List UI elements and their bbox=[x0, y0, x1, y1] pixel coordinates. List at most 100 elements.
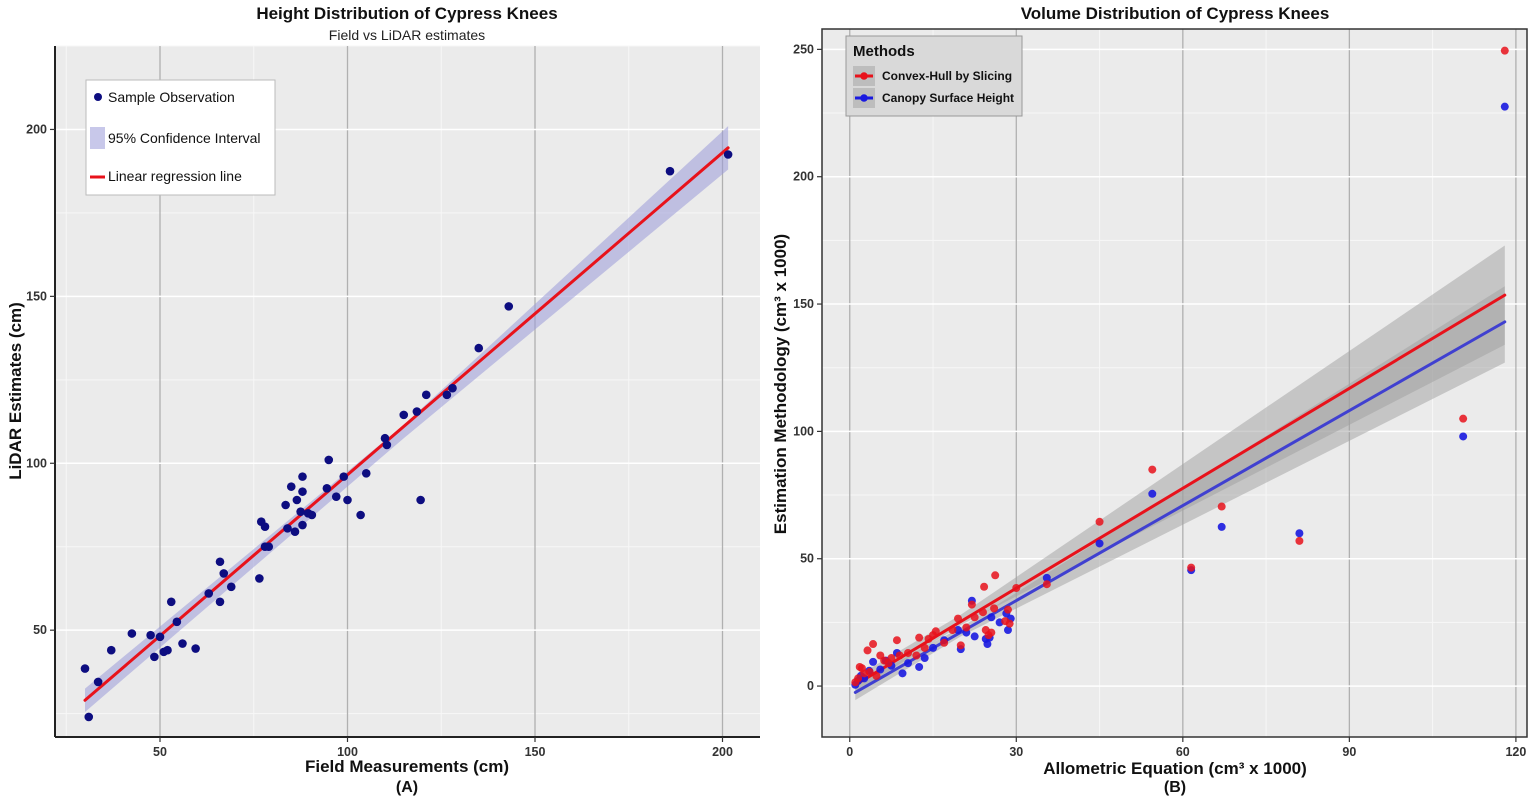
panel-b-x-axis-title: Allometric Equation (cm³ x 1000) bbox=[1043, 759, 1307, 778]
panel-a-confidence-band-layer bbox=[85, 126, 729, 712]
data-point-convex-hull bbox=[892, 636, 901, 645]
data-point-sample-observation bbox=[80, 664, 90, 673]
data-point-sample-observation bbox=[416, 495, 425, 505]
y-tick-label: 0 bbox=[807, 679, 814, 693]
data-point-canopy bbox=[1148, 489, 1157, 498]
regression-line bbox=[83, 146, 730, 702]
panel-a-grid bbox=[55, 45, 760, 737]
data-point-sample-observation bbox=[380, 433, 390, 443]
data-point-sample-observation bbox=[298, 520, 307, 530]
data-point-convex-hull bbox=[904, 648, 913, 657]
panel-b-tag: (B) bbox=[1164, 779, 1186, 796]
data-point-sample-observation bbox=[281, 500, 290, 510]
data-point-sample-observation bbox=[155, 632, 165, 642]
data-point-convex-hull bbox=[931, 627, 940, 636]
data-point-canopy bbox=[920, 654, 929, 663]
x-tick-label: 150 bbox=[525, 745, 546, 759]
panel-b-points-layer bbox=[851, 46, 1509, 689]
data-point-canopy bbox=[1459, 432, 1468, 441]
data-point-sample-observation bbox=[215, 557, 225, 567]
panel-a-points-layer bbox=[80, 150, 733, 722]
data-point-sample-observation bbox=[290, 527, 300, 537]
data-point-convex-hull bbox=[1217, 502, 1226, 511]
data-point-sample-observation bbox=[163, 645, 172, 655]
x-tick-label: 50 bbox=[153, 745, 167, 759]
data-point-convex-hull bbox=[895, 651, 904, 660]
data-point-sample-observation bbox=[93, 677, 103, 687]
data-point-sample-observation bbox=[286, 482, 296, 491]
data-point-convex-hull bbox=[967, 600, 976, 609]
confidence-band-1 bbox=[855, 286, 1505, 701]
data-point-canopy bbox=[1295, 529, 1304, 538]
data-point-sample-observation bbox=[448, 383, 457, 393]
data-point-convex-hull bbox=[863, 646, 872, 655]
data-point-convex-hull bbox=[954, 614, 963, 623]
data-point-convex-hull bbox=[1500, 46, 1509, 55]
data-point-convex-hull bbox=[980, 582, 989, 591]
x-tick-label: 60 bbox=[1176, 745, 1190, 759]
data-point-convex-hull bbox=[865, 668, 874, 677]
data-point-sample-observation bbox=[283, 524, 292, 533]
data-point-canopy bbox=[1500, 102, 1509, 111]
data-point-sample-observation bbox=[339, 472, 349, 481]
data-point-sample-observation bbox=[324, 455, 334, 465]
data-point-sample-observation bbox=[356, 510, 365, 520]
data-point-convex-hull bbox=[970, 613, 979, 622]
y-tick-label: 100 bbox=[793, 424, 814, 438]
data-point-sample-observation bbox=[178, 639, 187, 648]
data-point-sample-observation bbox=[255, 574, 264, 583]
panel-b-volume-chart: Volume Distribution of Cypress Knees 0 30… bbox=[771, 4, 1528, 796]
panel-a-height-chart: Height Distribution of Cypress Knees Fie… bbox=[6, 4, 760, 796]
data-point-convex-hull bbox=[1095, 517, 1104, 526]
data-point-sample-observation bbox=[298, 487, 307, 496]
panel-a-title: Height Distribution of Cypress Knees bbox=[256, 4, 557, 23]
confidence-band-0 bbox=[855, 245, 1505, 693]
data-point-canopy bbox=[876, 665, 885, 674]
data-point-convex-hull bbox=[962, 623, 971, 632]
legend-band-key bbox=[90, 127, 105, 149]
data-point-convex-hull bbox=[1187, 563, 1196, 572]
panel-a-legend-box bbox=[85, 79, 276, 196]
data-point-convex-hull bbox=[915, 633, 924, 642]
data-point-sample-observation bbox=[84, 712, 94, 722]
data-point-sample-observation bbox=[361, 468, 371, 478]
data-point-sample-observation bbox=[204, 589, 214, 598]
data-point-canopy bbox=[898, 669, 907, 678]
data-point-sample-observation bbox=[146, 630, 155, 640]
data-point-convex-hull bbox=[1295, 536, 1304, 545]
data-point-canopy bbox=[1095, 539, 1104, 548]
data-point-sample-observation bbox=[260, 522, 270, 531]
data-point-convex-hull bbox=[991, 571, 1000, 580]
legend-regression-line: Linear regression line bbox=[108, 168, 242, 184]
data-point-canopy bbox=[1042, 573, 1051, 582]
data-point-convex-hull bbox=[1042, 580, 1051, 589]
y-tick-label: 200 bbox=[793, 170, 814, 184]
data-point-sample-observation bbox=[723, 150, 733, 159]
data-point-sample-observation bbox=[264, 542, 274, 552]
data-point-canopy bbox=[1003, 626, 1012, 635]
legend-canopy-surface-height: Canopy Surface Height bbox=[882, 91, 1014, 105]
data-point-sample-observation bbox=[219, 569, 229, 578]
x-tick-label: 200 bbox=[712, 745, 733, 759]
panel-b-legend: Methods Convex-Hull by Slicing Canopy Su… bbox=[845, 35, 1023, 117]
panel-a-y-axis-title: LiDAR Estimates (cm) bbox=[6, 302, 25, 480]
data-point-convex-hull bbox=[940, 638, 949, 647]
y-tick-label: 150 bbox=[793, 297, 814, 311]
y-tick-label: 50 bbox=[33, 623, 47, 637]
x-tick-label: 0 bbox=[846, 745, 853, 759]
panel-b-frame bbox=[821, 28, 1528, 738]
legend-convex-point-key bbox=[860, 72, 868, 80]
data-point-sample-observation bbox=[474, 343, 484, 353]
data-point-sample-observation bbox=[292, 495, 302, 505]
data-point-sample-observation bbox=[166, 597, 176, 607]
data-point-sample-observation bbox=[127, 629, 137, 638]
data-point-convex-hull bbox=[1003, 605, 1012, 614]
data-point-canopy bbox=[904, 659, 913, 668]
data-point-canopy bbox=[869, 657, 878, 666]
legend-point-key bbox=[94, 93, 102, 101]
data-point-convex-hull bbox=[854, 674, 863, 683]
panel-b-title: Volume Distribution of Cypress Knees bbox=[1021, 4, 1330, 23]
panel-b-ticks: 0 30 60 90 120 0 50 100 150 200 250 bbox=[793, 42, 1526, 759]
data-point-convex-hull bbox=[912, 651, 921, 660]
data-point-canopy bbox=[970, 632, 979, 641]
